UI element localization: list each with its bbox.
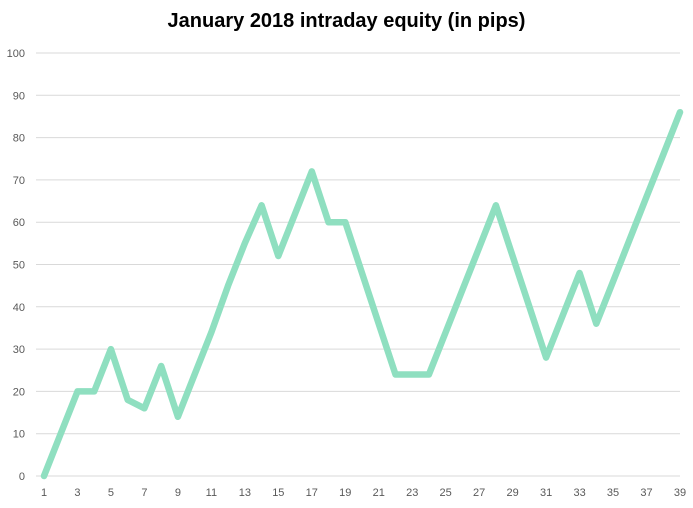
gridlines: [36, 52, 680, 477]
y-tick-label: 60: [13, 217, 25, 229]
x-tick-label: 13: [239, 487, 251, 499]
x-tick-label: 27: [473, 487, 485, 499]
x-tick-label: 7: [141, 487, 147, 499]
x-tick-label: 35: [607, 487, 619, 499]
y-tick-label: 50: [13, 260, 25, 272]
x-tick-label: 29: [507, 487, 519, 499]
y-tick-label: 20: [13, 386, 25, 398]
x-tick-label: 19: [339, 487, 351, 499]
x-tick-label: 39: [674, 487, 686, 499]
chart-title: January 2018 intraday equity (in pips): [167, 10, 526, 32]
x-tick-label: 31: [540, 487, 552, 499]
y-axis-tick-labels: 0 10 20 30 40 50 60 70 80 90 100: [7, 48, 25, 483]
x-tick-label: 25: [440, 487, 452, 499]
x-tick-label: 33: [573, 487, 585, 499]
y-tick-label: 30: [13, 344, 25, 356]
x-tick-label: 9: [175, 487, 181, 499]
y-tick-label: 40: [13, 302, 25, 314]
y-tick-label: 100: [7, 48, 25, 60]
x-tick-label: 17: [306, 487, 318, 499]
x-tick-label: 37: [640, 487, 652, 499]
x-tick-label: 1: [41, 487, 47, 499]
x-tick-label: 21: [373, 487, 385, 499]
x-tick-label: 23: [406, 487, 418, 499]
y-tick-label: 70: [13, 175, 25, 187]
y-tick-label: 10: [13, 429, 25, 441]
x-tick-label: 5: [108, 487, 114, 499]
x-tick-label: 11: [206, 487, 217, 499]
x-tick-label: 3: [74, 487, 80, 499]
x-tick-label: 15: [272, 487, 284, 499]
series-group: [40, 108, 684, 480]
y-tick-label: 0: [19, 471, 25, 483]
y-tick-label: 80: [13, 133, 25, 145]
y-tick-label: 90: [13, 90, 25, 102]
series-line-0: [40, 108, 684, 480]
x-axis-tick-labels: 1 3 5 7 9 11 13 15 17 19 21 23 25 27 29 31 33 35 37 39: [41, 487, 686, 499]
